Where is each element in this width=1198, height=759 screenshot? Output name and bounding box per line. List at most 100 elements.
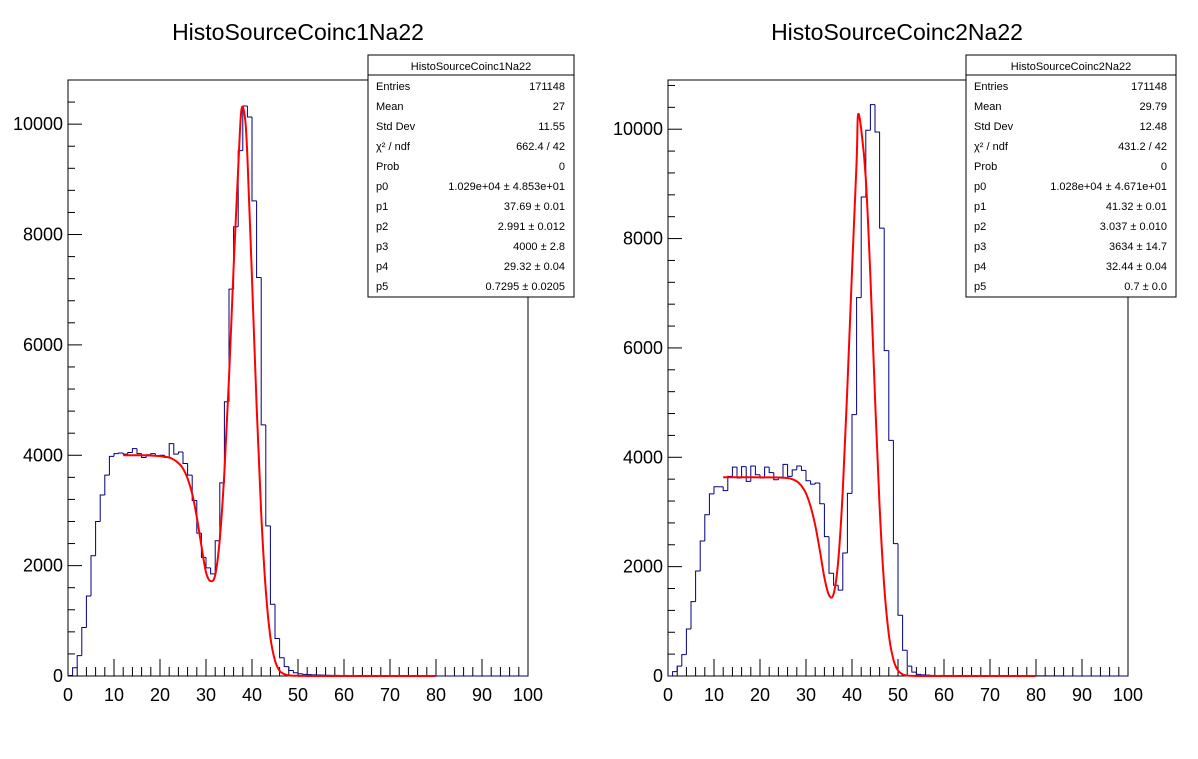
stats-row-value: 27 <box>553 101 565 113</box>
stats-row-label: p4 <box>376 261 388 273</box>
histogram-bin <box>722 486 728 492</box>
stats-box-title: HistoSourceCoinc2Na22 <box>1011 61 1131 73</box>
histogram-bin <box>265 424 271 527</box>
histogram-bin <box>269 525 275 605</box>
x-tick-label: 80 <box>1026 685 1046 705</box>
histogram-bin <box>699 540 705 572</box>
histogram-bin <box>869 104 875 131</box>
histogram-bin <box>915 672 921 675</box>
y-tick-label: 6000 <box>623 338 663 358</box>
x-tick-label: 40 <box>242 685 262 705</box>
stats-row-label: Entries <box>376 81 411 93</box>
histogram-bin <box>127 452 133 455</box>
histogram-bin <box>122 453 128 455</box>
stats-row-value: 37.69 ± 0.01 <box>504 201 565 213</box>
x-tick-label: 80 <box>426 685 446 705</box>
left-histogram-pad: HistoSourceCoinc1Na22 0 10 20 30 40 50 60 70 80 90… <box>13 19 575 705</box>
stats-row-value: 171148 <box>529 81 565 93</box>
stats-row-value: 4000 ± 2.8 <box>513 241 565 253</box>
histogram-bin <box>182 451 188 465</box>
fit-curve <box>723 112 1036 678</box>
chart-title: HistoSourceCoinc1Na22 <box>172 19 424 45</box>
histogram-bin <box>283 657 289 668</box>
y-tick-label: 2000 <box>623 557 663 577</box>
x-tick-label: 40 <box>842 685 862 705</box>
x-tick-label: 60 <box>334 685 354 705</box>
stats-box-title: HistoSourceCoinc1Na22 <box>411 61 531 73</box>
x-tick-label: 30 <box>196 685 216 705</box>
x-tick-label: 100 <box>1113 685 1143 705</box>
histogram-bin <box>131 448 137 453</box>
y-tick-label: 6000 <box>23 335 63 355</box>
histogram-bin <box>860 196 866 298</box>
histogram-bin <box>764 466 770 479</box>
histogram-bin <box>187 463 193 476</box>
histogram-bin <box>173 443 179 455</box>
x-tick-label: 70 <box>980 685 1000 705</box>
histogram-bin <box>800 466 806 471</box>
histogram-bin <box>842 552 848 591</box>
stats-row-label: p0 <box>376 181 388 193</box>
x-tick-label: 70 <box>380 685 400 705</box>
stats-row-label: p3 <box>376 241 388 253</box>
x-tick-label: 90 <box>472 685 492 705</box>
histogram-bin <box>690 601 696 629</box>
histogram-bin <box>118 452 124 454</box>
histogram-bin <box>108 455 114 476</box>
histogram-bin <box>911 666 917 673</box>
histogram-bin <box>851 414 857 494</box>
stats-row-value: 29.79 <box>1139 101 1167 113</box>
stats-row-label: χ² / ndf <box>974 141 1009 153</box>
histogram-bin <box>892 440 898 545</box>
x-tick-label: 100 <box>513 685 543 705</box>
stats-row-label: p5 <box>376 281 388 293</box>
histogram-bin <box>99 494 105 522</box>
histogram-bin <box>274 604 280 639</box>
stats-row-value: 41.32 ± 0.01 <box>1106 201 1167 213</box>
stats-row-label: p5 <box>974 281 986 293</box>
y-tick-label: 10000 <box>13 114 63 134</box>
stats-row-label: p2 <box>974 221 986 233</box>
histogram-bin <box>104 474 110 495</box>
stats-row-label: p4 <box>974 261 986 273</box>
histogram-bin <box>902 615 908 651</box>
histogram-bin <box>768 467 774 474</box>
histogram-bin <box>256 200 262 279</box>
x-tick-label: 10 <box>104 685 124 705</box>
stats-box-frame <box>367 54 575 298</box>
stats-row-value: 431.2 / 42 <box>1118 141 1167 153</box>
x-tick-label: 20 <box>750 685 770 705</box>
histogram-bin <box>72 667 78 676</box>
histogram-bin <box>883 228 889 352</box>
histogram-bin <box>754 466 760 476</box>
histogram-bin <box>708 493 714 515</box>
stats-row-value: 11.55 <box>538 121 565 133</box>
histogram-bin <box>177 451 183 455</box>
stats-row-value: 3.037 ± 0.010 <box>1100 221 1167 233</box>
histogram-bin <box>191 475 197 502</box>
stats-row-value: 1.028e+04 ± 4.671e+01 <box>1050 181 1167 193</box>
histogram-bin <box>292 670 298 674</box>
histogram-bin <box>741 466 747 479</box>
stats-row-value: 3634 ± 14.7 <box>1109 241 1167 253</box>
stats-row-value: 32.44 ± 0.04 <box>1106 261 1167 273</box>
y-tick-label: 4000 <box>23 445 63 465</box>
histogram-bin <box>727 475 733 491</box>
histogram-bin <box>76 655 82 668</box>
stats-row-label: Std Dev <box>974 121 1014 133</box>
x-tick-label: 10 <box>704 685 724 705</box>
histogram-bin <box>805 470 811 482</box>
stats-row-value: 29.32 ± 0.04 <box>504 261 565 273</box>
stats-row-label: p2 <box>376 221 388 233</box>
histogram-bin <box>704 514 710 541</box>
y-tick-label: 0 <box>53 666 63 686</box>
histogram-bin <box>676 665 682 672</box>
histogram-bin <box>819 482 825 505</box>
chart-title: HistoSourceCoinc2Na22 <box>771 19 1023 45</box>
y-tick-label: 8000 <box>623 229 663 249</box>
histogram-bin <box>681 654 687 667</box>
histogram-bin <box>685 628 691 655</box>
stats-row-label: Mean <box>376 101 404 113</box>
